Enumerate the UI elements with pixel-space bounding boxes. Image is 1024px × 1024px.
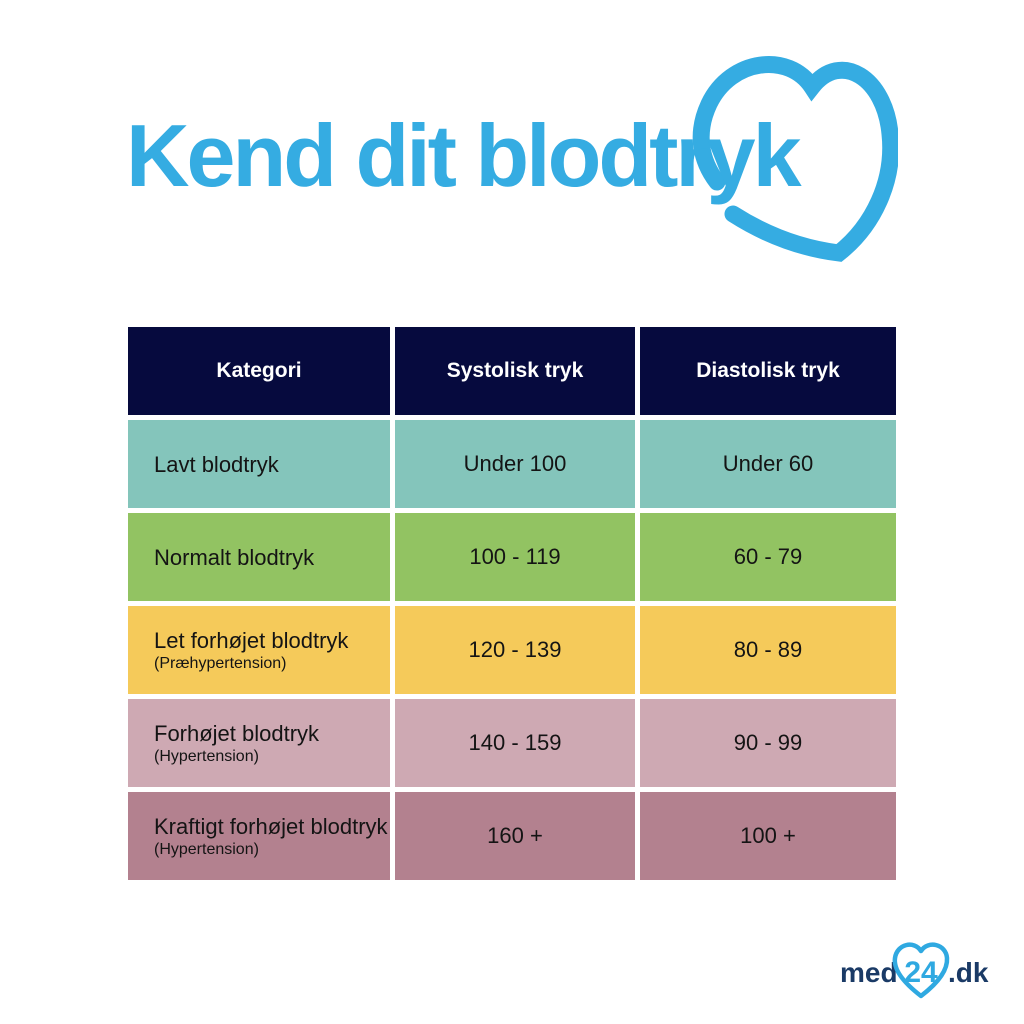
med24-logo: med 24 .dk: [840, 942, 989, 999]
logo-24-text: 24: [904, 956, 938, 989]
header-cell: Kategori: [128, 327, 390, 415]
category-cell: Forhøjet blodtryk (Hypertension): [128, 699, 390, 787]
category-subtitle: (Præhypertension): [154, 655, 287, 672]
systolic-cell: 140 - 159: [395, 699, 635, 787]
category-cell: Normalt blodtryk: [128, 513, 390, 601]
diastolic-cell: 100 +: [640, 792, 896, 880]
logo-dk-text: .dk: [948, 957, 989, 988]
diastolic-cell: 90 - 99: [640, 699, 896, 787]
diastolic-cell: 80 - 89: [640, 606, 896, 694]
category-cell: Kraftigt forhøjet blodtryk (Hypertension): [128, 792, 390, 880]
systolic-cell: 120 - 139: [395, 606, 635, 694]
blood-pressure-table: Kategori Systolisk tryk Diastolisk tryk Lav…: [128, 327, 896, 880]
category-label: Lavt blodtryk: [154, 451, 279, 477]
category-label: Let forhøjet blodtryk: [154, 628, 349, 653]
category-label: Kraftigt forhøjet blodtryk: [154, 814, 388, 839]
systolic-cell: Under 100: [395, 420, 635, 508]
category-subtitle: (Hypertension): [154, 841, 259, 858]
category-cell: Lavt blodtryk: [128, 420, 390, 508]
logo-med-text: med: [840, 957, 898, 988]
category-label: Forhøjet blodtryk: [154, 721, 320, 746]
header-cell: Diastolisk tryk: [640, 327, 896, 415]
header-cell: Systolisk tryk: [395, 327, 635, 415]
systolic-cell: 100 - 119: [395, 513, 635, 601]
category-subtitle: (Hypertension): [154, 748, 259, 765]
logo-heart-icon: [892, 942, 950, 999]
page-title: Kend dit blodtryk: [126, 106, 802, 205]
category-label: Normalt blodtryk: [154, 544, 315, 570]
systolic-cell: 160 +: [395, 792, 635, 880]
diastolic-cell: 60 - 79: [640, 513, 896, 601]
diastolic-cell: Under 60: [640, 420, 896, 508]
category-cell: Let forhøjet blodtryk (Præhypertension): [128, 606, 390, 694]
heart-outline-icon: [692, 56, 898, 262]
